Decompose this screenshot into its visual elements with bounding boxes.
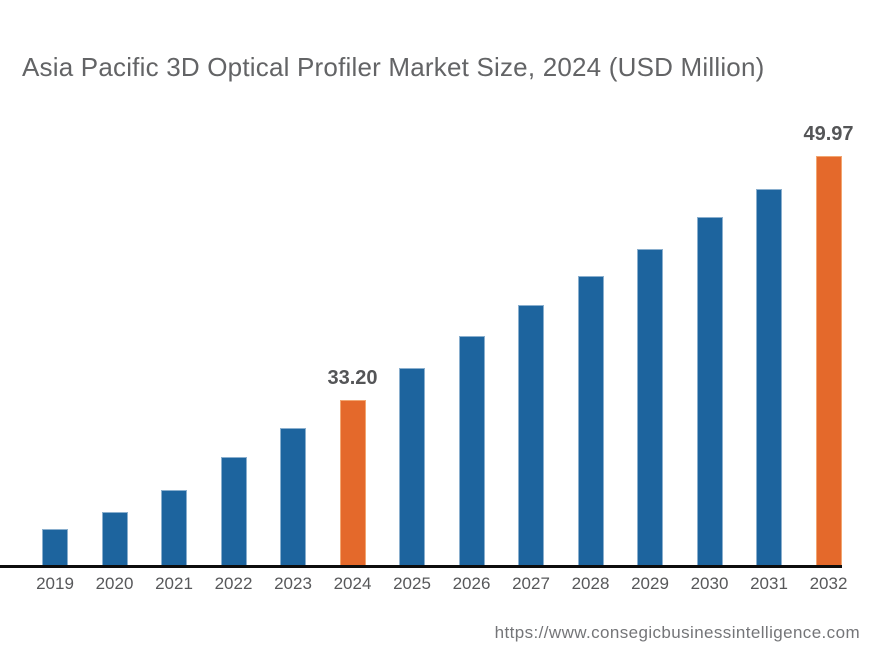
x-tick-2026: 2026	[452, 574, 491, 593]
bar-2023	[280, 428, 306, 565]
x-tick-2028: 2028	[571, 574, 610, 593]
x-tick-2032: 2032	[809, 574, 848, 593]
bar-2022	[220, 457, 247, 565]
x-tick-2027: 2027	[512, 574, 550, 593]
bar-2029	[637, 249, 663, 565]
x-tick-2020: 2020	[95, 574, 134, 593]
footer-link[interactable]: https://www.consegicbusinessintelligence…	[494, 623, 860, 642]
x-tick-2025: 2025	[393, 574, 431, 593]
bar-2027	[518, 305, 544, 565]
bar-2028	[577, 276, 604, 565]
x-tick-2022: 2022	[214, 574, 253, 593]
x-tick-2023: 2023	[274, 574, 312, 593]
bar-2032	[815, 156, 842, 565]
x-tick-2024: 2024	[333, 574, 372, 593]
bar-2021	[161, 490, 187, 565]
bar-2020	[101, 512, 128, 565]
x-tick-2030: 2030	[690, 574, 729, 593]
x-tick-2031: 2031	[750, 574, 788, 593]
bar-2019	[42, 529, 68, 565]
x-axis-line	[0, 565, 842, 568]
chart-title: Asia Pacific 3D Optical Profiler Market …	[22, 52, 765, 82]
x-tick-2021: 2021	[155, 574, 193, 593]
x-tick-2019: 2019	[36, 574, 74, 593]
bar-2031	[756, 189, 782, 565]
bar-2024	[339, 400, 366, 565]
value-label-2024: 33.20	[327, 367, 378, 389]
value-label-2032: 49.97	[803, 123, 854, 145]
bar-2025	[399, 368, 425, 565]
bar-2026	[458, 336, 485, 565]
bar-2030	[696, 217, 723, 565]
x-tick-2029: 2029	[631, 574, 669, 593]
